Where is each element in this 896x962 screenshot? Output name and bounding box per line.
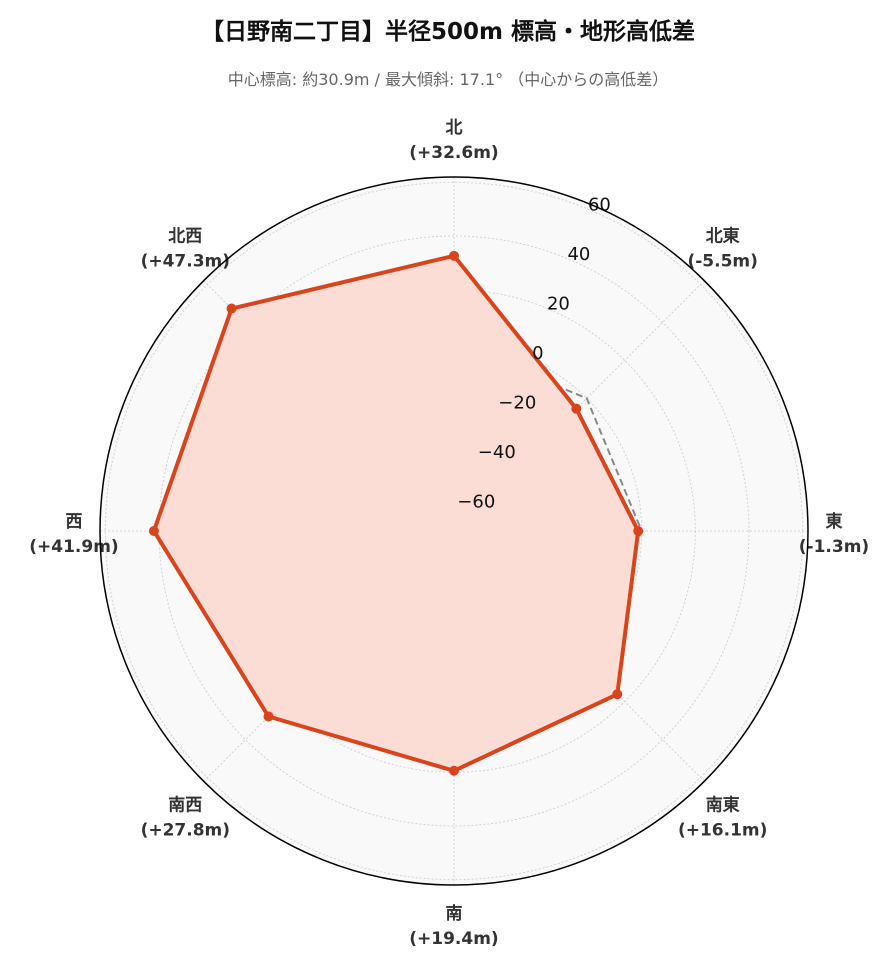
direction-label-南西: 南西 — [168, 795, 202, 816]
data-point-西 — [148, 526, 159, 536]
data-point-南西 — [263, 711, 274, 722]
data-point-北 — [449, 250, 459, 261]
direction-value-label: (-1.3m) — [799, 537, 869, 557]
r-tick-label: −60 — [457, 492, 495, 513]
direction-label-西: 西 — [66, 512, 83, 532]
direction-label-北: 北 — [446, 118, 463, 138]
data-series — [148, 250, 644, 776]
direction-label-南東: 南東 — [706, 795, 740, 816]
direction-value-label: (+47.3m) — [141, 251, 230, 271]
direction-value-label: (+41.9m) — [29, 537, 118, 557]
chart-title: 【日野南二丁目】半径500m 標高・地形高低差 — [201, 19, 695, 45]
direction-value-label: (+27.8m) — [141, 821, 230, 841]
data-point-北東 — [571, 403, 582, 414]
direction-label-南: 南 — [446, 903, 463, 924]
direction-value-label: (+32.6m) — [409, 143, 498, 163]
grid-ring — [158, 235, 750, 827]
chart-subtitle: 中心標高: 約30.9m / 最大傾斜: 17.1° （中心からの高低差） — [227, 70, 669, 89]
series-fill — [153, 255, 639, 771]
plot-outer-circle — [99, 176, 809, 886]
r-tick-label: 0 — [532, 343, 543, 364]
r-tick-label: 20 — [547, 294, 570, 315]
data-point-南 — [449, 765, 459, 776]
plot-outline — [99, 176, 809, 886]
data-point-東 — [633, 526, 644, 536]
direction-label-東: 東 — [826, 511, 843, 532]
data-point-南東 — [612, 689, 623, 700]
direction-label-北西: 北西 — [168, 226, 202, 246]
r-tick-label: 40 — [567, 244, 590, 265]
r-tick-label: −40 — [478, 442, 516, 463]
data-point-北西 — [226, 303, 237, 314]
direction-value-label: (+19.4m) — [409, 929, 498, 949]
r-tick-label: −20 — [498, 393, 536, 414]
direction-label-北東: 北東 — [706, 225, 740, 246]
direction-value-label: (+16.1m) — [678, 821, 767, 841]
direction-labels: 北 (+32.6m) 北東 (-5.5m) 東 (-1.3m) 南東 (+16.1m) 南 (+1… — [29, 118, 869, 949]
direction-value-label: (-5.5m) — [687, 251, 757, 271]
